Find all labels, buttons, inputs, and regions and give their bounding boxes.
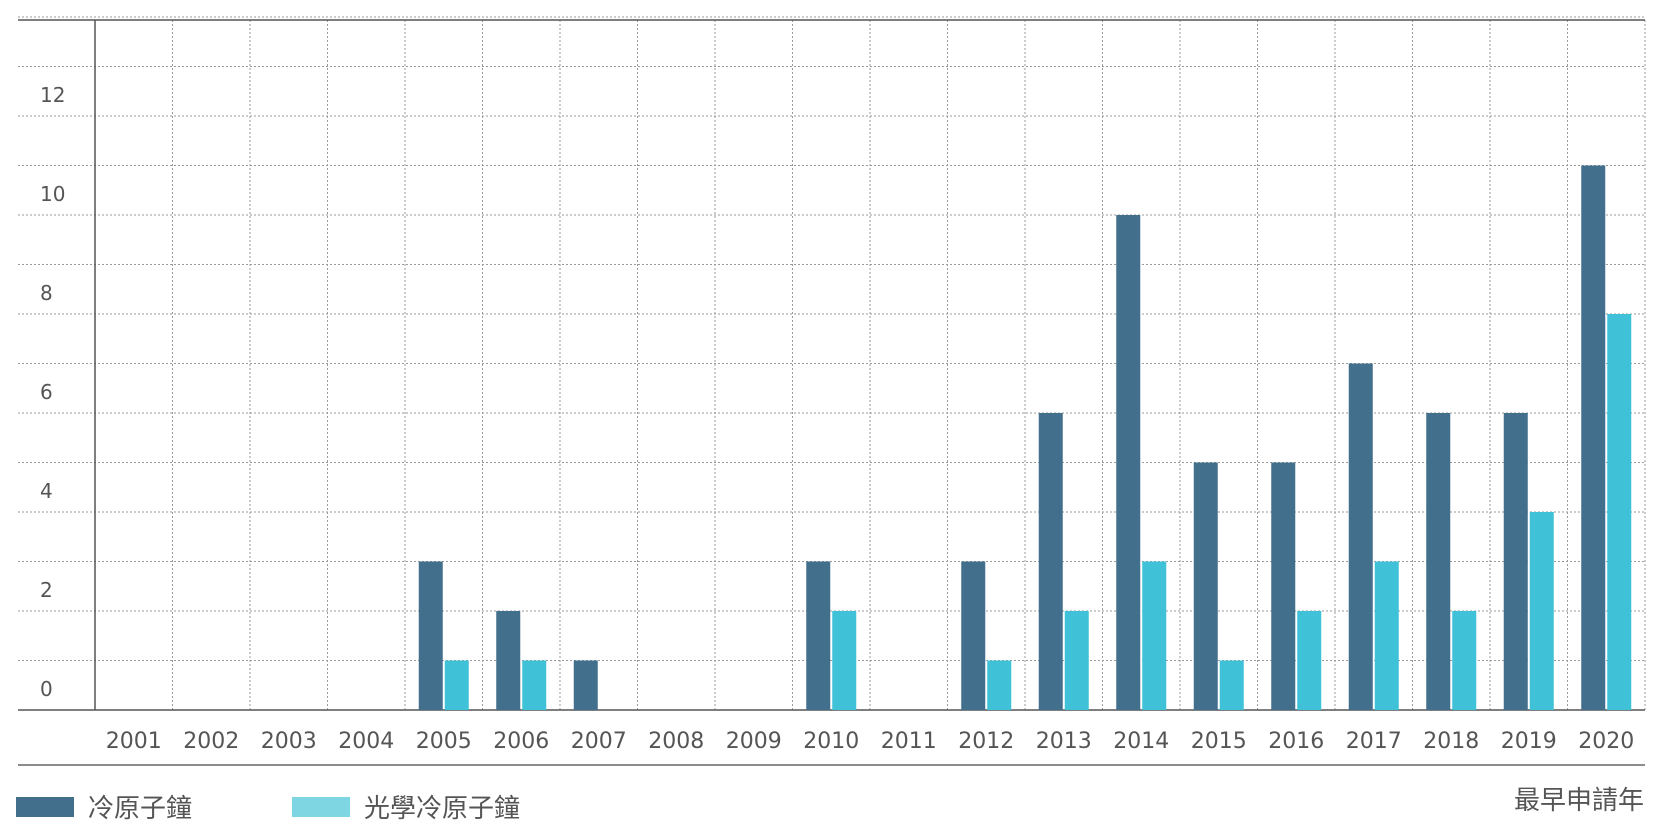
bar-series-1-2006 xyxy=(496,611,520,710)
bar-series-2-2020 xyxy=(1607,314,1631,710)
x-tick-label: 2005 xyxy=(416,729,472,754)
bar-series-1-2010 xyxy=(806,562,830,711)
y-tick-label: 12 xyxy=(40,83,65,107)
bar-series-1-2012 xyxy=(961,562,985,711)
grid-lines xyxy=(18,17,1645,710)
bar-series-1-2016 xyxy=(1271,463,1295,711)
bar-series-2-2014 xyxy=(1142,562,1166,711)
y-tick-label: 2 xyxy=(40,578,53,602)
y-tick-label: 6 xyxy=(40,380,53,404)
x-tick-label: 2015 xyxy=(1191,729,1247,754)
bar-series-2-2010 xyxy=(832,611,856,710)
axes xyxy=(18,20,1645,765)
legend-label-series-1: 冷原子鐘 xyxy=(88,788,192,825)
bar-series-1-2014 xyxy=(1116,215,1140,710)
y-tick-label: 10 xyxy=(40,182,65,206)
x-tick-label: 2011 xyxy=(881,729,937,754)
bar-series-2-2006 xyxy=(522,661,546,711)
bar-series-1-2015 xyxy=(1194,463,1218,711)
x-tick-label: 2009 xyxy=(726,729,782,754)
x-tick-label: 2002 xyxy=(183,729,239,754)
bar-series-2-2013 xyxy=(1065,611,1089,710)
bar-series-2-2012 xyxy=(987,661,1011,711)
legend-swatch-series-2 xyxy=(292,797,350,817)
x-tick-label: 2003 xyxy=(261,729,317,754)
x-tick-label: 2007 xyxy=(571,729,627,754)
y-tick-label: 0 xyxy=(40,677,53,701)
x-axis-title: 最早申請年 xyxy=(1514,780,1644,817)
x-tick-label: 2006 xyxy=(493,729,549,754)
x-tick-label: 2010 xyxy=(803,729,859,754)
x-tick-label: 2012 xyxy=(958,729,1014,754)
x-tick-label: 2014 xyxy=(1113,729,1169,754)
x-tick-label: 2019 xyxy=(1501,729,1557,754)
bar-series-1-2017 xyxy=(1349,364,1373,711)
bar-series-2-2019 xyxy=(1530,512,1554,710)
bar-series-2-2015 xyxy=(1220,661,1244,711)
y-tick-labels: 0 2 4 6 8 10 12 xyxy=(40,83,65,701)
bar-series-1-2018 xyxy=(1426,413,1450,710)
x-tick-label: 2020 xyxy=(1578,729,1634,754)
bar-series-2-2017 xyxy=(1375,562,1399,711)
x-tick-label: 2013 xyxy=(1036,729,1092,754)
legend-swatch-series-1 xyxy=(16,797,74,817)
y-tick-label: 8 xyxy=(40,281,53,305)
legend-label-series-2: 光學冷原子鐘 xyxy=(364,788,520,825)
bar-series-2-2016 xyxy=(1297,611,1321,710)
bar-series-1-2013 xyxy=(1039,413,1063,710)
bar-series-2-2005 xyxy=(445,661,469,711)
x-tick-label: 2004 xyxy=(338,729,394,754)
bar-series-1-2007 xyxy=(574,661,598,711)
legend-item-series-1: 冷原子鐘 xyxy=(16,788,192,825)
y-tick-label: 4 xyxy=(40,479,53,503)
x-tick-label: 2001 xyxy=(106,729,162,754)
bar-series-1-2020 xyxy=(1581,166,1605,711)
x-tick-label: 2018 xyxy=(1423,729,1479,754)
x-tick-label: 2008 xyxy=(648,729,704,754)
bar-series-1-2019 xyxy=(1504,413,1528,710)
bar-series-1-2005 xyxy=(419,562,443,711)
x-tick-labels: 2001 2002 2003 2004 2005 2006 2007 2008 2009 2010… xyxy=(106,729,1635,754)
bar-series-2-2018 xyxy=(1452,611,1476,710)
legend-item-series-2: 光學冷原子鐘 xyxy=(292,788,520,825)
x-tick-label: 2016 xyxy=(1268,729,1324,754)
x-tick-label: 2017 xyxy=(1346,729,1402,754)
